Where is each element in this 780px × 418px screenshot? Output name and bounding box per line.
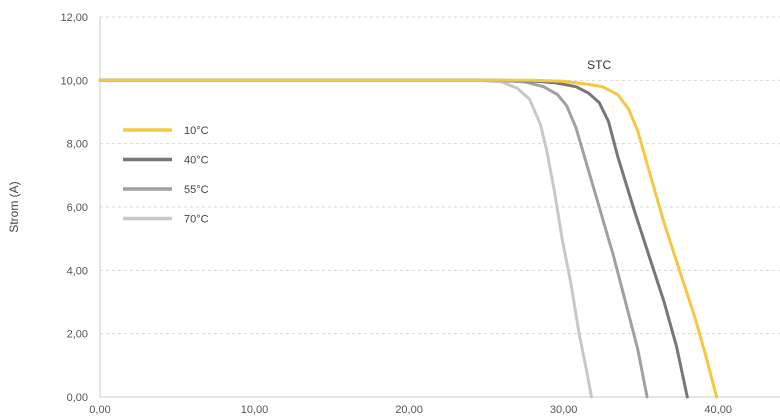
- y-tick-label: 6,00: [67, 202, 88, 214]
- y-tick-label: 12,00: [60, 12, 88, 24]
- y-tick-label: 8,00: [67, 139, 88, 151]
- legend-label: 70°C: [184, 214, 209, 226]
- stc-annotation: STC: [587, 58, 611, 72]
- series-line: [98, 78, 649, 399]
- y-tick-label: 4,00: [67, 265, 88, 277]
- x-tick-label: 0,00: [89, 404, 110, 416]
- grid-lines: [100, 16, 780, 335]
- x-tick-label: 20,00: [395, 404, 423, 416]
- series-lines: [98, 78, 719, 399]
- legend-label: 55°C: [184, 184, 209, 196]
- legend-label: 10°C: [184, 125, 209, 137]
- x-tick-label: 30,00: [550, 404, 578, 416]
- y-tick-label: 10,00: [60, 75, 88, 87]
- y-tick-label: 0,00: [67, 392, 88, 404]
- legend-label: 40°C: [184, 155, 209, 167]
- x-tick-labels: 0,00 10,00 20,00 30,00 40,00: [89, 404, 732, 416]
- y-tick-label: 2,00: [67, 329, 88, 341]
- legend: 10°C 40°C 55°C 70°C: [123, 125, 209, 226]
- x-tick-label: 40,00: [704, 404, 732, 416]
- y-axis-label: Strom (A): [7, 181, 21, 232]
- series-line: [98, 78, 719, 399]
- x-tick-label: 10,00: [241, 404, 269, 416]
- series-line: [98, 78, 593, 399]
- y-tick-labels: 0,00 2,00 4,00 6,00 8,00 10,00 12,00: [60, 12, 88, 404]
